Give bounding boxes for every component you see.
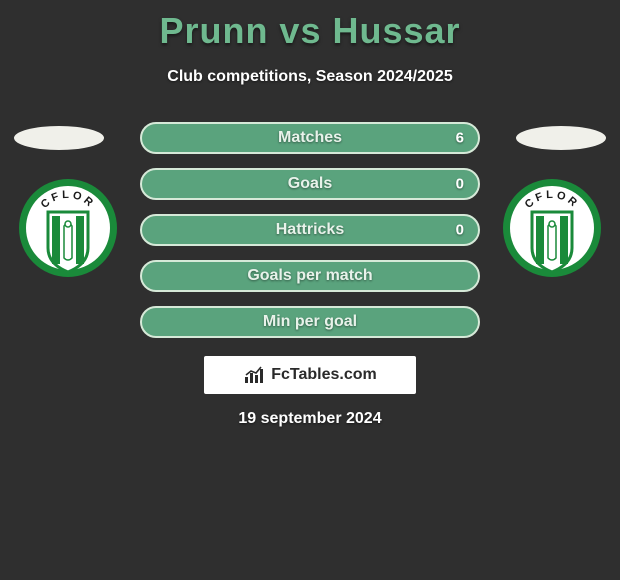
stat-label: Goals [288,175,332,193]
club-logo-left: CFLOR [18,178,118,278]
brand-text: FcTables.com [271,366,377,384]
stat-bar: Hattricks 0 [140,214,480,246]
brand-chart-icon [243,365,267,385]
stat-bar: Matches 6 [140,122,480,154]
stat-label: Goals per match [247,267,372,285]
player-ellipse-left [14,126,104,150]
player-ellipse-right [516,126,606,150]
stat-value-right: 0 [456,176,464,193]
stat-label: Hattricks [276,221,344,239]
comparison-card: Prunn vs Hussar Club competitions, Seaso… [0,0,620,580]
club-logo-right: CFLOR [502,178,602,278]
stat-label: Matches [278,129,342,147]
brand-box: FcTables.com [202,354,418,396]
stat-bar: Min per goal [140,306,480,338]
page-title: Prunn vs Hussar [0,0,620,52]
stat-label: Min per goal [263,313,357,331]
stat-value-right: 0 [456,222,464,239]
stat-bar: Goals per match [140,260,480,292]
stats-list: Matches 6 Goals 0 Hattricks 0 Goals per match M… [140,122,480,352]
subtitle: Club competitions, Season 2024/2025 [0,68,620,86]
stat-bar: Goals 0 [140,168,480,200]
date-text: 19 september 2024 [0,410,620,428]
stat-value-right: 6 [456,130,464,147]
